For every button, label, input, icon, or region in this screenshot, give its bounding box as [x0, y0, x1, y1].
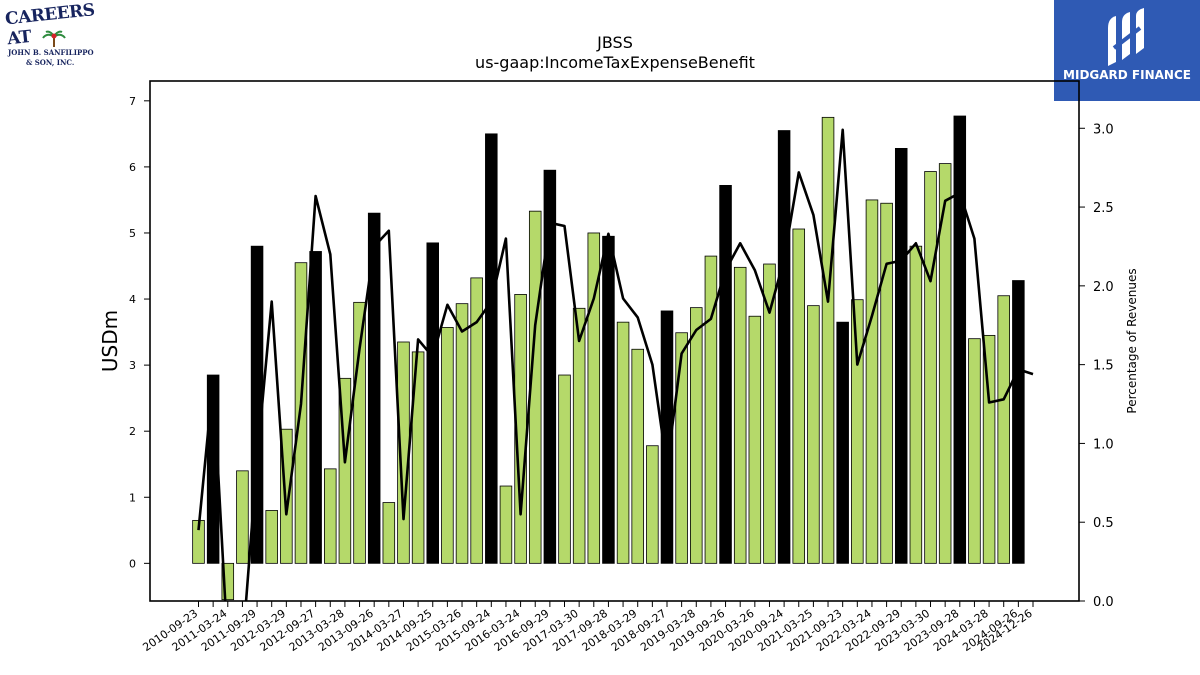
bar-2024-03-28 — [982, 334, 996, 564]
bar-2012-12-27 — [324, 468, 337, 564]
y2-tick-label-0.5: 0.5 — [1093, 516, 1114, 531]
left-axis: 0 1 2 3 4 5 6 7 — [129, 95, 150, 570]
revenue-percentage-line — [197, 128, 1034, 601]
bar-2013-03-28 — [338, 377, 352, 564]
bar-2023-12-28 — [968, 338, 981, 564]
bar-2021-03-25 — [807, 305, 820, 564]
bar-2022-03-24 — [865, 199, 879, 564]
y2-tick-label-1: 1.0 — [1093, 437, 1114, 452]
bar-2023-06-29 — [938, 163, 952, 564]
bar-2020-03-26 — [748, 315, 762, 564]
y-tick-label-0: 0 — [129, 557, 136, 570]
bar-2021-06-24 — [821, 116, 835, 564]
bar-2019-12-26 — [733, 266, 747, 564]
y-tick-label-6: 6 — [129, 161, 136, 174]
y-tick-label-3: 3 — [129, 359, 136, 372]
bar-2011-12-29 — [265, 510, 278, 564]
bar-2018-06-28 — [646, 445, 659, 564]
bar-2011-06-30 — [236, 470, 249, 564]
bar-2015-06-25 — [470, 277, 483, 564]
bar-2022-12-29 — [909, 245, 923, 564]
bar-2019-03-28 — [690, 307, 703, 564]
bar-2015-09-24 — [485, 133, 498, 564]
y2-tick-label-3: 3.0 — [1093, 122, 1114, 137]
y-tick-label-2: 2 — [129, 425, 136, 438]
bar-2017-09-28 — [602, 235, 615, 564]
bar-2019-06-27 — [704, 255, 718, 564]
bar-2014-12-25 — [441, 327, 454, 564]
bar-2020-09-24 — [777, 130, 791, 564]
midgard-mark-icon — [1108, 8, 1144, 66]
bar-2024-06-27 — [997, 295, 1010, 564]
chart-subtitle: us-gaap:IncomeTaxExpenseBenefit — [475, 53, 755, 72]
bar-2013-06-27 — [353, 301, 366, 564]
x-axis: 2010-09-232011-03-242011-09-292012-03-29… — [140, 601, 1035, 654]
bar-2015-03-26 — [455, 303, 469, 564]
bar-2021-09-23 — [836, 321, 849, 564]
y2-tick-label-2.5: 2.5 — [1093, 201, 1114, 216]
bar-2018-12-27 — [675, 332, 688, 564]
bar-2020-06-25 — [763, 263, 776, 564]
bar-2013-12-26 — [382, 502, 396, 564]
palm-tree-icon — [42, 30, 66, 47]
bar-2021-12-23 — [851, 299, 864, 564]
bar-2013-09-26 — [367, 212, 381, 564]
bar-2023-09-28 — [953, 115, 967, 564]
y-tick-label-4: 4 — [129, 293, 136, 306]
bar-2018-09-27 — [660, 310, 674, 564]
bars-group — [192, 115, 1025, 601]
right-axis: 0.0 0.5 1.0 1.5 2.0 2.5 3.0 — [1079, 122, 1114, 610]
bar-2019-09-26 — [719, 184, 732, 564]
bar-2017-06-29 — [587, 232, 601, 564]
bar-2014-09-25 — [426, 242, 440, 564]
careers-logo-line2: JOHN B. SANFILIPPO — [8, 48, 94, 57]
y-tick-label-7: 7 — [129, 95, 136, 108]
bar-2017-12-28 — [616, 321, 630, 564]
bar-2023-03-30 — [924, 171, 937, 564]
careers-logo-line3: & SON, INC. — [26, 58, 75, 67]
y-axis-label: USDm — [98, 310, 122, 372]
bar-2012-09-27 — [309, 251, 322, 564]
plot-frame — [149, 80, 1080, 602]
chart-title: JBSS — [596, 33, 633, 52]
bar-2017-03-30 — [572, 307, 586, 564]
y2-axis-label: Percentage of Revenues — [1125, 268, 1139, 413]
y2-tick-label-2: 2.0 — [1093, 280, 1114, 295]
bar-2016-12-29 — [558, 374, 571, 564]
bar-2015-12-24 — [499, 485, 513, 564]
bar-2020-12-24 — [792, 228, 806, 564]
bar-2018-03-29 — [631, 348, 644, 564]
careers-logo: CAREERS AT JOHN B. SANFILIPPO & SON, INC… — [0, 0, 110, 75]
y-tick-label-1: 1 — [129, 491, 136, 504]
bar-2022-06-30 — [880, 202, 893, 564]
y-tick-label-5: 5 — [129, 227, 136, 240]
y2-tick-label-0: 0.0 — [1093, 595, 1114, 610]
bar-2022-09-29 — [894, 147, 908, 564]
bar-2016-09-29 — [543, 169, 557, 564]
y2-tick-label-1.5: 1.5 — [1093, 359, 1114, 374]
bar-2011-03-24 — [221, 562, 235, 601]
line-layer — [197, 128, 1034, 601]
bar-2024-09-26 — [1012, 280, 1025, 564]
midgard-logo-text: MIDGARD FINANCE — [1063, 68, 1191, 82]
